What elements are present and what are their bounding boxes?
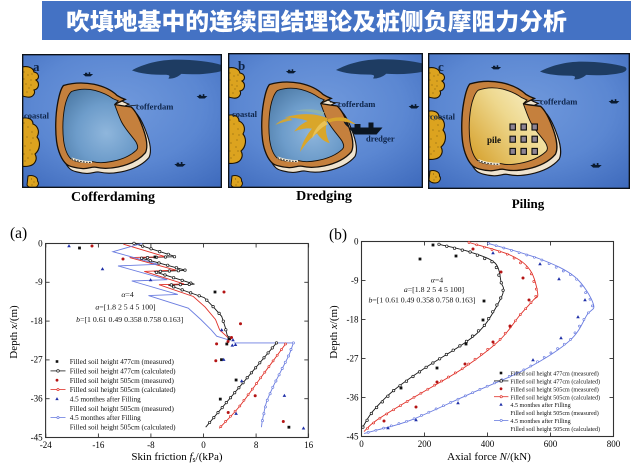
svg-text:b=[1 0.61 0.49 0.358 0.758 0.1: b=[1 0.61 0.49 0.358 0.758 0.163]	[368, 296, 475, 305]
svg-text:4.5 monthes after Filling: 4.5 monthes after Filling	[510, 418, 570, 425]
svg-text:α=4: α=4	[121, 290, 133, 299]
svg-text:a=[1.8 2 5 4 5 100]: a=[1.8 2 5 4 5 100]	[404, 285, 465, 294]
svg-text:-36: -36	[347, 392, 359, 402]
svg-text:Filled soil height 505cm (meas: Filled soil height 505cm (measured)	[510, 386, 598, 393]
svg-text:0: 0	[359, 439, 364, 449]
svg-text:(b): (b)	[329, 227, 347, 244]
svg-text:(a): (a)	[10, 225, 27, 242]
svg-text:Filled soil height 505cm (calc: Filled soil height 505cm (calculated)	[70, 424, 176, 432]
svg-text:800: 800	[607, 439, 621, 449]
svg-text:4.5 monthes after Filling: 4.5 monthes after Filling	[510, 402, 570, 409]
svg-text:4.5 monthes after Filling: 4.5 monthes after Filling	[70, 396, 141, 404]
svg-text:cofferdam: cofferdam	[540, 97, 577, 107]
svg-text:-45: -45	[31, 432, 43, 442]
svg-text:dredger: dredger	[366, 134, 395, 144]
svg-text:-24: -24	[40, 440, 52, 450]
svg-text:0: 0	[38, 238, 43, 248]
svg-text:Skin friction fs/(kPa): Skin friction fs/(kPa)	[131, 451, 222, 464]
svg-text:-27: -27	[347, 353, 359, 363]
svg-text:Filled soil height 505cm (meas: Filled soil height 505cm (measured)	[510, 410, 598, 417]
svg-text:Filled soil height 505cm (calc: Filled soil height 505cm (calculated)	[510, 426, 600, 433]
svg-text:cofferdam: cofferdam	[136, 102, 173, 112]
svg-text:Filled soil height 505cm (meas: Filled soil height 505cm (measured)	[70, 377, 175, 385]
svg-text:coastal: coastal	[24, 111, 50, 121]
svg-text:-36: -36	[31, 394, 43, 404]
svg-text:Filled soil height 477cm (calc: Filled soil height 477cm (calculated)	[510, 379, 600, 386]
svg-text:α=4: α=4	[431, 276, 443, 285]
svg-text:-9: -9	[351, 275, 359, 285]
svg-text:a: a	[33, 59, 40, 74]
svg-text:-16: -16	[92, 440, 104, 450]
svg-text:Filled soil height 505cm (calc: Filled soil height 505cm (calculated)	[70, 386, 176, 394]
svg-text:Filled soil height 505cm (meas: Filled soil height 505cm (measured)	[70, 405, 175, 413]
svg-text:600: 600	[544, 439, 558, 449]
svg-text:cofferdam: cofferdam	[338, 99, 375, 109]
svg-text:Filled soil height 477cm (meas: Filled soil height 477cm (measured)	[70, 358, 175, 366]
svg-text:4.5 monthes after Filling: 4.5 monthes after Filling	[70, 414, 141, 422]
svg-text:Filled soil height 505cm (calc: Filled soil height 505cm (calculated)	[510, 394, 600, 401]
svg-text:coastal: coastal	[232, 109, 258, 119]
svg-text:-8: -8	[147, 440, 155, 450]
svg-text:Depth x/(m): Depth x/(m)	[8, 305, 20, 359]
svg-text:-18: -18	[31, 316, 43, 326]
svg-text:a=[1.8 2 5 4 5 100]: a=[1.8 2 5 4 5 100]	[95, 303, 156, 312]
svg-text:Filled soil height 477cm (meas: Filled soil height 477cm (measured)	[510, 371, 598, 378]
svg-text:16: 16	[304, 440, 314, 450]
svg-text:-9: -9	[35, 277, 43, 287]
svg-text:200: 200	[418, 439, 432, 449]
svg-text:coastal: coastal	[430, 112, 456, 122]
svg-text:Axial force N/(kN): Axial force N/(kN)	[447, 451, 531, 463]
svg-text:b=[1 0.61 0.49 0.358 0.758 0.1: b=[1 0.61 0.49 0.358 0.758 0.163]	[76, 315, 183, 324]
svg-text:c: c	[438, 59, 444, 74]
svg-text:-45: -45	[347, 431, 359, 441]
svg-text:Depth x/(m): Depth x/(m)	[328, 305, 340, 359]
svg-text:Filled soil height 477cm (calc: Filled soil height 477cm (calculated)	[70, 368, 176, 376]
svg-text:400: 400	[481, 439, 495, 449]
svg-text:0: 0	[201, 440, 206, 450]
svg-text:8: 8	[254, 440, 259, 450]
svg-text:-18: -18	[347, 314, 359, 324]
svg-text:b: b	[238, 58, 245, 73]
svg-text:-27: -27	[31, 355, 43, 365]
svg-text:pile: pile	[487, 135, 501, 145]
svg-text:0: 0	[354, 236, 359, 246]
